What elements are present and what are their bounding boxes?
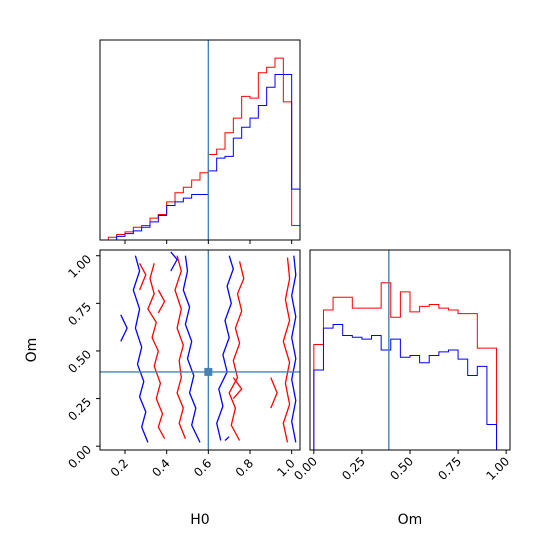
histogram-om-panel: 0.00 0.25 0.50 0.75 1.00 bbox=[291, 249, 512, 483]
contour-y-tick-label-1: 0.25 bbox=[65, 395, 94, 424]
histogram-h0-panel bbox=[99, 39, 301, 244]
y-axis-label-om: Om bbox=[24, 338, 40, 363]
hist-H0-series-1-step bbox=[100, 57, 301, 241]
hist-Om-x-tick-label-2: 0.50 bbox=[387, 454, 416, 483]
contour-x-tick-label-0: 0.2 bbox=[108, 456, 131, 479]
contour-red-2 bbox=[228, 261, 245, 441]
contour-h0-om-panel: 0.2 0.4 0.6 0.8 1.00.000.250.500.751.00 bbox=[65, 249, 301, 480]
contour-blue-0 bbox=[132, 255, 149, 443]
contour-red-1 bbox=[174, 255, 187, 439]
contour-blue-3 bbox=[291, 255, 297, 443]
hist-Om-series-2-step bbox=[313, 324, 507, 451]
contour-lines bbox=[120, 251, 297, 443]
contour-red-4 bbox=[138, 262, 147, 291]
hist-Om-x-tick-label-4: 1.00 bbox=[483, 454, 512, 483]
contour-frame bbox=[99, 249, 301, 451]
contour-red-6 bbox=[270, 377, 278, 409]
contour-red-7 bbox=[232, 377, 243, 400]
contour-x-tick-label-2: 0.6 bbox=[191, 456, 214, 479]
contour-blue-1 bbox=[182, 255, 201, 443]
contour-red-3 bbox=[282, 257, 291, 443]
contour-red-0 bbox=[147, 263, 166, 439]
contour-x-tick-label-3: 0.8 bbox=[233, 456, 256, 479]
hist-H0-frame bbox=[99, 39, 301, 241]
hist-Om-x-tick-label-0: 0.00 bbox=[291, 454, 320, 483]
contour-red-5 bbox=[157, 289, 166, 314]
contour-blue-5 bbox=[170, 251, 178, 272]
contour-x-tick-label-1: 0.4 bbox=[149, 456, 172, 479]
hist-Om-x-tick-label-3: 0.75 bbox=[435, 454, 464, 483]
hist-Om-x-tick-label-1: 0.25 bbox=[339, 454, 368, 483]
contour-y-tick-label-3: 0.75 bbox=[65, 300, 94, 329]
x-axis-label-om: Om bbox=[398, 512, 423, 528]
hist-Om-series-1-step bbox=[313, 282, 507, 451]
contour-blue-4 bbox=[120, 314, 128, 342]
contour-truth-marker bbox=[204, 367, 213, 376]
contour-blue-6 bbox=[224, 436, 230, 441]
hist-H0-series-2-step bbox=[100, 74, 301, 241]
contour-blue-2 bbox=[216, 255, 234, 441]
x-axis-label-h0: H0 bbox=[190, 512, 209, 528]
contour-y-tick-label-2: 0.50 bbox=[65, 347, 94, 376]
contour-y-tick-label-4: 1.00 bbox=[65, 252, 94, 281]
contour-y-tick-label-0: 0.00 bbox=[65, 442, 94, 471]
hist-Om-frame bbox=[309, 249, 511, 451]
